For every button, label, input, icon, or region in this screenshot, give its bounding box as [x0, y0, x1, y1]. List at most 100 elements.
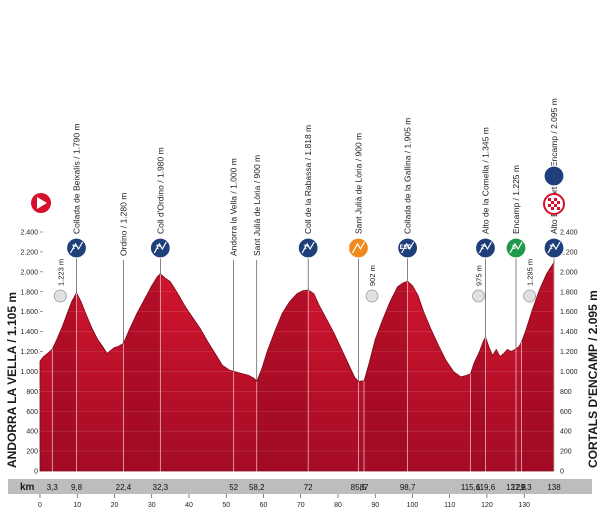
x-tick-label: 80: [334, 502, 342, 509]
climb-shade: [256, 262, 309, 471]
y-tick-label-right: 2.200: [560, 249, 578, 256]
x-tick-label: 20: [111, 502, 119, 509]
climb-shade: [364, 262, 408, 471]
km-mark-label: 129,3: [512, 483, 533, 492]
y-tick-label-right: 600: [560, 409, 572, 416]
altitude-side-label: 1.295 m: [526, 259, 535, 286]
y-tick-label-right: 1.200: [560, 349, 578, 356]
km-mark-label: 87: [360, 483, 369, 492]
y-axis-right: 0 200 400 600 800 1.000 1.200 1.400 1.600 1.800 2.…: [560, 230, 578, 476]
svg-text:1ª: 1ª: [156, 244, 162, 251]
altitude-side-label: 902 m: [368, 265, 377, 286]
x-tick-label: 100: [407, 502, 419, 509]
svg-text:1ª: 1ª: [303, 244, 309, 251]
y-tick-label-right: 0: [560, 469, 564, 476]
km-mark-label: 32,3: [153, 483, 169, 492]
y-tick-label-right: 2.000: [560, 269, 578, 276]
y-tick-label-right: 2.400: [560, 230, 578, 237]
y-axis-left: 0 200 400 600 800 1.000 1.200 1.400 1.600 1.800 2.…: [20, 230, 43, 476]
altitude-marker-icon: [365, 289, 379, 303]
altitude-marker-icon: [523, 289, 536, 303]
y-tick-label-left: 2.200: [20, 249, 38, 256]
km-mark-label: 9,8: [71, 483, 83, 492]
y-tick-label-right: 400: [560, 429, 572, 436]
pass-annotations: Collada de Beixalís / 1.790 m 1ª Ordino / …: [53, 98, 565, 382]
y-tick-label-left: 600: [26, 409, 38, 416]
y-tick-label-left: 200: [26, 449, 38, 456]
y-tick-label-left: 1.600: [20, 309, 38, 316]
y-tick-label-right: 1.800: [560, 289, 578, 296]
climb-category-icon: ESP: [397, 237, 419, 259]
start-label: ANDORRA LA VELLA / 1.105 m: [5, 292, 19, 468]
km-mark-label: 52: [229, 483, 238, 492]
x-axis: 0 10 20 30 40 50 60 70 80 90 100 110 120 130: [38, 494, 530, 509]
climb-shade: [123, 262, 161, 471]
km-axis-band: [8, 479, 592, 494]
finish-label: CORTALS D'ENCAMP / 2.095 m: [586, 290, 600, 468]
x-tick-label: 10: [73, 502, 81, 509]
pass-label: Collada de Beixalís / 1.790 m: [72, 123, 82, 234]
km-mark-label: 72: [304, 483, 313, 492]
x-tick-label: 40: [185, 502, 193, 509]
pass-label: Coll d'Ordino / 1.980 m: [155, 147, 165, 234]
x-tick-label: 110: [444, 502, 455, 509]
finish-category-icon: [543, 165, 565, 187]
climb-shade: [470, 262, 486, 471]
pass-label: Ordino / 1.280 m: [118, 193, 128, 256]
climb-category-icon: 1ª: [297, 237, 319, 259]
pass-label: Alto de la Comella / 1.345 m: [480, 127, 490, 234]
climb-category-icon: [347, 237, 370, 259]
svg-text:1ª: 1ª: [72, 244, 78, 251]
km-mark-label: 98,7: [400, 483, 416, 492]
y-tick-label-left: 1.000: [20, 369, 38, 376]
km-mark-label: 58,2: [249, 483, 265, 492]
y-tick-label-left: 0: [34, 469, 38, 476]
x-tick-label: 60: [260, 502, 268, 509]
y-tick-label-right: 1.600: [560, 309, 578, 316]
pass-label: Sant Julià de Lòria / 900 m: [353, 133, 363, 234]
svg-text:2ª: 2ª: [481, 244, 487, 251]
climb-category-icon: 1ª: [65, 237, 88, 259]
climb-category-icon: 1ª: [149, 237, 171, 259]
pass-label: Sant Julià de Lòria / 900 m: [252, 155, 262, 256]
km-mark-label: 115,6: [461, 483, 481, 492]
y-tick-label-left: 2.400: [20, 230, 38, 237]
km-axis-label: km: [20, 482, 35, 493]
km-mark-label: 22,4: [116, 483, 132, 492]
km-mark-label: 138: [547, 483, 561, 492]
pass-label: Encamp / 1.225 m: [511, 165, 521, 234]
km-mark-label: 85,5: [351, 483, 367, 492]
km-mark-label: 127,8: [506, 483, 527, 492]
y-tick-label-right: 800: [560, 389, 572, 396]
x-tick-label: 130: [518, 502, 530, 509]
y-tick-label-left: 2.000: [20, 269, 38, 276]
x-tick-label: 90: [371, 502, 379, 509]
pass-label: Collada de la Gallina / 1.905 m: [403, 118, 413, 234]
altitude-marker-icon: [472, 289, 485, 303]
y-tick-label-left: 1.200: [20, 349, 38, 356]
y-tick-label-right: 200: [560, 449, 572, 456]
x-tick-label: 120: [481, 502, 493, 509]
km-marks: 3,3 9,8 22,4 32,3 52 58,2 72 85,587 98,7 115,6119…: [47, 262, 561, 492]
finish-flag-icon: [543, 193, 565, 215]
pass-label: Andorra la Vella / 1.000 m: [229, 158, 239, 256]
y-tick-label-left: 800: [26, 389, 38, 396]
x-tick-label: 50: [222, 502, 230, 509]
climb-category-icon: 2ª: [474, 237, 497, 259]
y-tick-label-left: 400: [26, 429, 38, 436]
y-tick-label-left: 1.800: [20, 289, 38, 296]
svg-text:1ª: 1ª: [549, 244, 555, 251]
y-tick-label-right: 1.000: [560, 369, 578, 376]
pass-label: Coll de la Rabassa / 1.818 m: [303, 125, 313, 234]
x-tick-label: 0: [38, 502, 42, 509]
y-tick-label-left: 1.400: [20, 329, 38, 336]
km-mark-label: 3,3: [47, 483, 59, 492]
svg-text:ESP: ESP: [400, 245, 412, 251]
altitude-side-label: 975 m: [475, 265, 484, 286]
y-tick-label-right: 1.400: [560, 329, 578, 336]
elevation-profile: [39, 261, 555, 472]
altitude-side-label: 1.223 m: [56, 259, 65, 286]
x-tick-label: 30: [148, 502, 156, 509]
km-mark-label: 119,6: [476, 483, 496, 492]
climb-category-icon: 1ª: [543, 237, 565, 259]
